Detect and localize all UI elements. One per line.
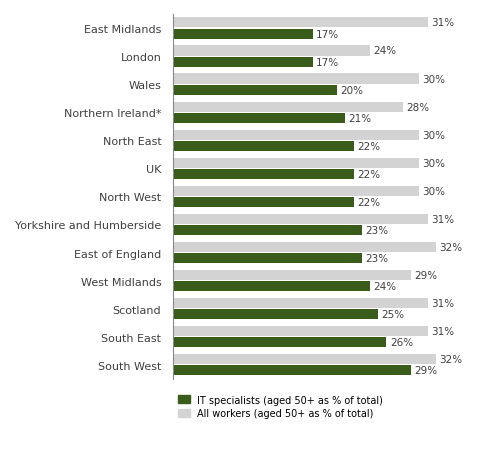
Text: 24%: 24% xyxy=(374,282,396,292)
Text: 20%: 20% xyxy=(340,86,363,96)
Bar xyxy=(173,298,428,308)
Legend: IT specialists (aged 50+ as % of total), All workers (aged 50+ as % of total): IT specialists (aged 50+ as % of total),… xyxy=(178,395,383,418)
Bar xyxy=(173,58,312,68)
Text: 30%: 30% xyxy=(422,130,446,140)
Bar xyxy=(173,159,420,169)
Bar xyxy=(173,214,428,224)
Text: 22%: 22% xyxy=(357,141,380,151)
Bar xyxy=(173,130,420,140)
Bar xyxy=(173,19,428,29)
Bar xyxy=(173,327,428,337)
Bar xyxy=(173,354,436,365)
Text: 31%: 31% xyxy=(431,214,454,224)
Bar xyxy=(173,309,378,319)
Text: 31%: 31% xyxy=(431,298,454,308)
Text: 30%: 30% xyxy=(422,159,446,169)
Bar xyxy=(173,86,337,96)
Bar xyxy=(173,46,370,57)
Bar xyxy=(173,242,436,252)
Text: 24%: 24% xyxy=(374,46,396,56)
Bar xyxy=(173,186,420,197)
Text: 29%: 29% xyxy=(414,366,438,376)
Text: 17%: 17% xyxy=(316,30,339,40)
Text: 32%: 32% xyxy=(439,355,462,365)
Text: 29%: 29% xyxy=(414,270,438,280)
Text: 22%: 22% xyxy=(357,169,380,179)
Text: 31%: 31% xyxy=(431,19,454,29)
Bar xyxy=(173,270,411,280)
Text: 17%: 17% xyxy=(316,58,339,68)
Bar xyxy=(173,226,362,236)
Bar xyxy=(173,114,346,124)
Text: 23%: 23% xyxy=(365,226,388,236)
Bar xyxy=(173,254,362,264)
Text: 23%: 23% xyxy=(365,254,388,264)
Text: 30%: 30% xyxy=(422,187,446,197)
Bar xyxy=(173,169,354,179)
Bar xyxy=(173,366,411,376)
Text: 25%: 25% xyxy=(382,309,404,319)
Bar xyxy=(173,141,354,152)
Bar xyxy=(173,74,420,84)
Bar xyxy=(173,337,386,347)
Text: 22%: 22% xyxy=(357,198,380,208)
Text: 28%: 28% xyxy=(406,102,429,112)
Bar xyxy=(173,102,403,112)
Text: 21%: 21% xyxy=(348,114,372,124)
Text: 31%: 31% xyxy=(431,327,454,337)
Text: 30%: 30% xyxy=(422,74,446,84)
Text: 32%: 32% xyxy=(439,242,462,252)
Bar xyxy=(173,281,370,292)
Bar xyxy=(173,30,312,40)
Text: 26%: 26% xyxy=(390,337,413,347)
Bar xyxy=(173,198,354,208)
